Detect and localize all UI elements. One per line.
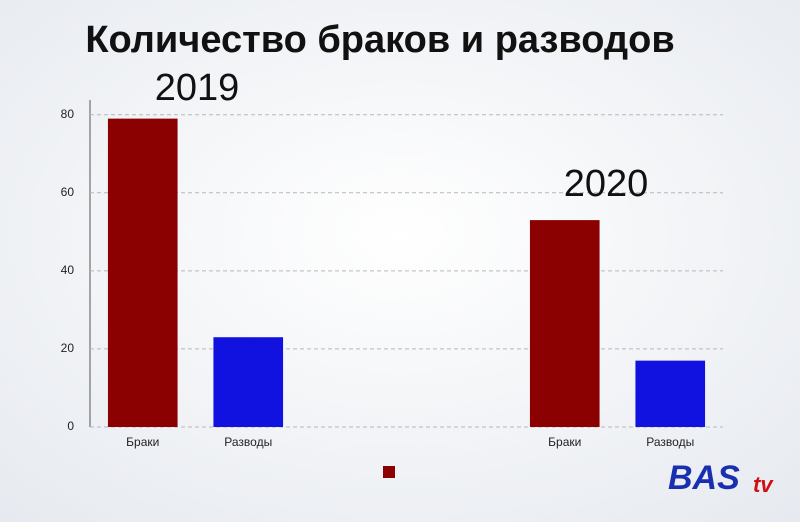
- x-tick-label: Разводы: [224, 435, 272, 449]
- bar: [529, 220, 600, 427]
- y-tick-label: 20: [61, 341, 75, 355]
- bar: [107, 118, 178, 428]
- annotation: 2020: [564, 163, 649, 205]
- logo: BAS tv: [668, 459, 774, 497]
- chart-title: Количество браков и разводов: [85, 19, 674, 61]
- y-tick-label: 40: [61, 263, 75, 277]
- x-tick-label: Разводы: [646, 435, 694, 449]
- legend-marker: [383, 466, 395, 478]
- y-tick-label: 80: [61, 107, 75, 121]
- bar: [635, 360, 706, 427]
- y-tick-label: 0: [67, 419, 74, 433]
- logo-suffix: tv: [753, 472, 774, 497]
- bar: [213, 337, 284, 427]
- logo-text: BAS: [668, 459, 740, 497]
- x-tick-label: Браки: [126, 435, 159, 449]
- y-tick-label: 60: [61, 185, 75, 199]
- x-tick-label: Браки: [548, 435, 581, 449]
- annotation: 2019: [155, 67, 240, 109]
